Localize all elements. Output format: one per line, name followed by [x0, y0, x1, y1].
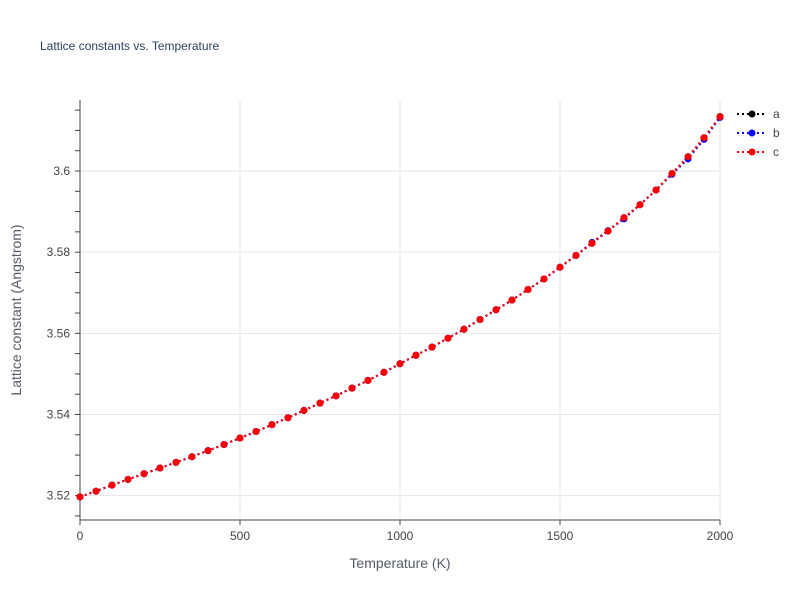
series-c-point	[172, 458, 180, 466]
series-c-point	[380, 368, 388, 376]
series-c-point	[300, 406, 308, 414]
x-tick-label: 2000	[707, 529, 734, 543]
legend-a-marker	[748, 110, 756, 118]
legend-c-label: c	[773, 145, 779, 159]
series-c-point	[684, 153, 692, 161]
series-c-point	[652, 186, 660, 194]
series-c-point	[204, 447, 212, 455]
legend-b-marker	[748, 129, 756, 137]
series-c-point	[236, 434, 244, 442]
x-tick-label: 1000	[387, 529, 414, 543]
y-tick-label: 3.54	[47, 407, 71, 421]
series-c-point	[508, 296, 516, 304]
series-c-point	[188, 453, 196, 461]
series-c-point	[396, 360, 404, 368]
series-c-point	[316, 399, 324, 407]
series-c-point	[252, 428, 260, 436]
series-c-point	[124, 475, 132, 483]
series-c-point	[364, 376, 372, 384]
y-tick-label: 3.52	[47, 489, 71, 503]
series-c-point	[92, 487, 100, 495]
series-c-point	[108, 481, 116, 489]
plot-area	[76, 113, 724, 501]
chart-title: Lattice constants vs. Temperature	[40, 39, 220, 53]
series-c-point	[620, 214, 628, 222]
series-c-point	[636, 201, 644, 209]
series-c-point	[156, 464, 164, 472]
series-c-point	[220, 441, 228, 449]
legend[interactable]: abc	[737, 107, 780, 159]
series-c-point	[460, 325, 468, 333]
legend-b-label: b	[773, 126, 780, 140]
series-c-point	[284, 414, 292, 422]
series-c-point	[348, 384, 356, 392]
series-c-point	[268, 421, 276, 429]
y-tick-label: 3.58	[47, 245, 71, 259]
series-c-point	[332, 392, 340, 400]
series-c-point	[476, 316, 484, 324]
x-tick-label: 0	[77, 529, 84, 543]
axes: 0 500 1000 1500 2000 3.52 3.54 3.56 3.58 3.6	[47, 100, 734, 543]
series-c-point	[444, 334, 452, 342]
grid	[80, 100, 721, 520]
y-tick-label: 3.6	[53, 164, 70, 178]
series-c-point	[140, 470, 148, 478]
series-c-point	[412, 351, 420, 359]
series-c-point	[604, 227, 612, 235]
series-c-point	[76, 493, 84, 501]
y-axis-title: Lattice constant (Angstrom)	[8, 224, 24, 395]
series-c-point	[556, 263, 564, 271]
legend-c-marker	[748, 148, 756, 156]
y-tick-label: 3.56	[47, 326, 71, 340]
series-c-point	[588, 239, 596, 247]
series-c-point	[668, 169, 676, 177]
series-c-point	[428, 343, 436, 351]
series-c-point	[700, 134, 708, 142]
x-tick-label: 1500	[547, 529, 574, 543]
x-tick-label: 500	[230, 529, 250, 543]
series-c-point	[572, 251, 580, 259]
series-c-point	[492, 306, 500, 314]
series-c-point	[524, 286, 532, 294]
series-c-point	[716, 113, 724, 121]
series-c-point	[540, 275, 548, 283]
x-axis-title: Temperature (K)	[349, 555, 450, 571]
legend-a-label: a	[773, 107, 780, 121]
